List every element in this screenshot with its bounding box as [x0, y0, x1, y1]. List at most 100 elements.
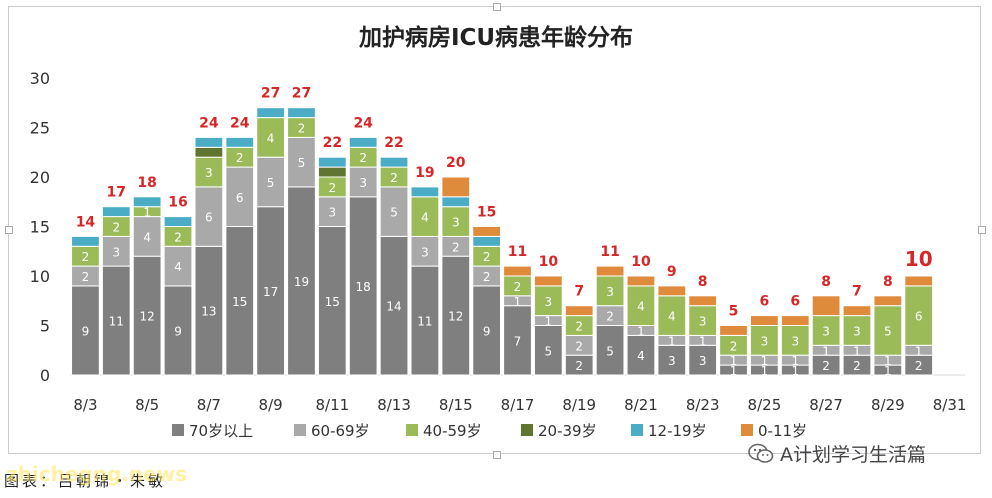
total-label: 27 [292, 86, 311, 102]
bar-segment [410, 235, 440, 267]
segment-label: 3 [699, 354, 707, 368]
total-label: 10 [631, 254, 651, 270]
legend-swatch [294, 424, 306, 436]
x-tick-label: 8/13 [377, 396, 411, 414]
bar-segment [441, 206, 471, 237]
segment-label: 2 [82, 250, 90, 264]
bar-segment [225, 226, 255, 376]
segment-label: 3 [545, 295, 553, 309]
segment-label: 1 [884, 364, 892, 378]
legend-swatch [406, 424, 418, 436]
x-tick-label: 8/25 [748, 396, 782, 414]
segment-label: 11 [109, 315, 124, 329]
segment-label: 7 [514, 334, 522, 348]
segment-label: 5 [267, 176, 275, 190]
x-tick-label: 8/27 [809, 396, 843, 414]
bar-segment [533, 325, 563, 376]
bar-segment [194, 136, 224, 148]
bar-segment [163, 285, 193, 376]
bar-segment [811, 295, 841, 317]
segment-label: 2 [390, 171, 398, 185]
segment-label: 9 [174, 324, 182, 338]
bar-segment [533, 285, 563, 317]
bar-segment [194, 146, 224, 158]
bar-segment [688, 344, 718, 376]
bar-segment [348, 136, 378, 148]
segment-label: 2 [822, 359, 830, 373]
bar-segment [348, 166, 378, 198]
segment-label: 12 [140, 310, 155, 324]
bar-segment [101, 206, 131, 218]
bar-segment [225, 136, 255, 148]
total-label: 8 [698, 274, 708, 290]
total-label: 16 [168, 195, 187, 211]
bar-segment [595, 265, 625, 277]
segment-label: 4 [421, 211, 429, 225]
segment-label: 1 [637, 324, 645, 338]
bar-segment [441, 196, 471, 208]
x-tick-label: 8/23 [686, 396, 720, 414]
x-tick-label: 8/11 [315, 396, 349, 414]
segment-label: 1 [761, 364, 769, 378]
total-label: 9 [667, 264, 677, 280]
legend-label: 0-11岁 [758, 422, 807, 440]
segment-label: 3 [452, 216, 460, 230]
bar-segment [750, 315, 779, 327]
bar-segment [287, 136, 316, 188]
segment-label: 3 [205, 166, 213, 180]
bar-segment [410, 186, 440, 198]
total-label: 24 [199, 115, 219, 131]
segment-label: 3 [853, 324, 861, 338]
bar-segment [657, 285, 687, 297]
segment-label: 1 [545, 315, 553, 329]
resize-handle-left[interactable] [5, 226, 13, 234]
resize-handle-right[interactable] [978, 226, 986, 234]
total-label: 6 [790, 294, 800, 310]
resize-handle-top[interactable] [493, 3, 501, 11]
legend-swatch [631, 424, 643, 436]
segment-label: 1 [915, 344, 923, 358]
segment-label: 2 [853, 359, 861, 373]
bar-segment [132, 196, 162, 208]
bar-segment [379, 186, 409, 237]
y-tick-label: 15 [30, 218, 50, 237]
segment-label: 6 [205, 211, 213, 225]
bar-segment [688, 305, 718, 336]
y-tick-label: 0 [40, 366, 50, 385]
bar-segment [163, 245, 193, 287]
total-label: 22 [323, 135, 342, 151]
total-label: 15 [477, 205, 496, 221]
bar-segment [317, 166, 347, 178]
bar-segment [410, 196, 440, 237]
segment-label: 3 [421, 245, 429, 259]
segment-label: 1 [791, 364, 799, 378]
segment-label: 3 [329, 206, 337, 220]
bar-segment [441, 255, 471, 376]
segment-label: 17 [263, 285, 278, 299]
bar-segment [71, 235, 100, 247]
segment-label: 2 [174, 230, 182, 244]
legend-label: 60-69岁 [311, 422, 370, 440]
total-label: 24 [353, 115, 373, 131]
bar-segment [441, 176, 471, 198]
y-tick-label: 5 [40, 317, 50, 336]
x-tick-label: 8/21 [624, 396, 658, 414]
total-label: 17 [107, 185, 126, 201]
y-tick-label: 30 [30, 69, 50, 88]
bar-segment [688, 295, 718, 307]
x-tick-label: 8/7 [197, 396, 221, 414]
bar-segment [842, 305, 872, 317]
legend-swatch [521, 424, 533, 436]
bar-segment [626, 275, 656, 287]
x-tick-label: 8/15 [439, 396, 473, 414]
bar-segment [472, 285, 502, 376]
resize-handle-bottom[interactable] [493, 451, 501, 459]
segment-label: 3 [791, 334, 799, 348]
segment-label: 1 [822, 344, 830, 358]
legend-label: 20-39岁 [538, 422, 597, 440]
total-label: 27 [261, 86, 280, 102]
segment-label: 9 [82, 324, 90, 338]
segment-label: 2 [112, 221, 120, 235]
segment-label: 4 [637, 349, 645, 363]
segment-label: 2 [730, 339, 738, 353]
